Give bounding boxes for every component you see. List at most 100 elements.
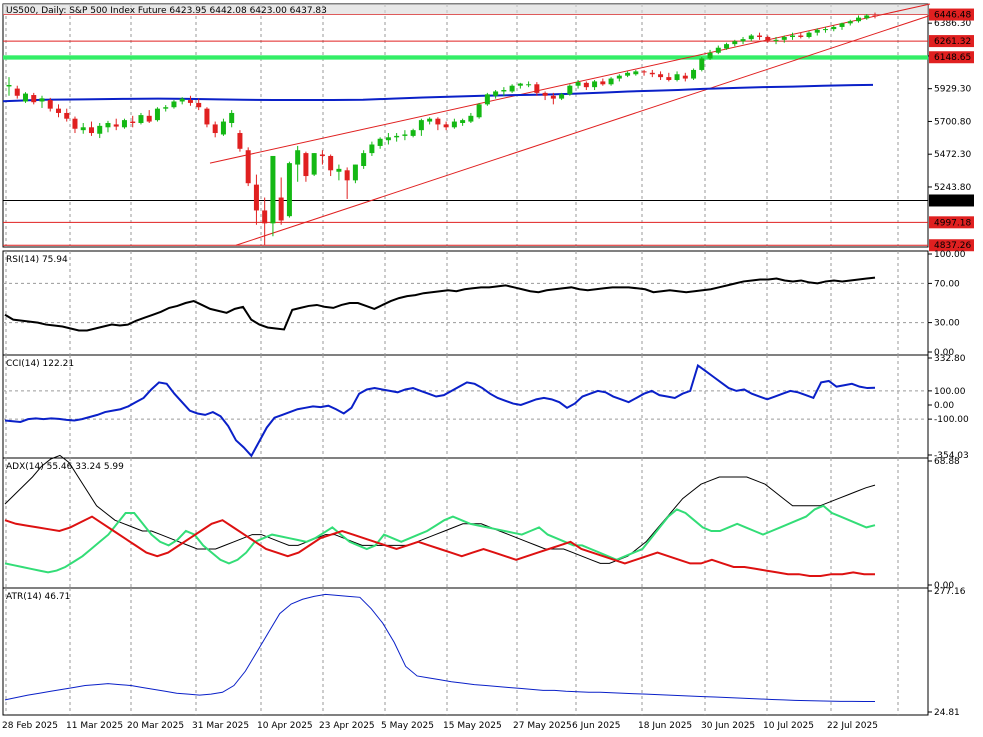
candle-body — [724, 44, 730, 49]
channel-upper-line — [209, 3, 931, 164]
candle-body — [47, 100, 53, 109]
indicator-line-3-0 — [4, 454, 876, 564]
moving-average-line — [2, 83, 874, 103]
candle-body — [435, 118, 441, 125]
candle-body — [616, 75, 622, 79]
candle-body — [270, 155, 276, 224]
candle-body — [691, 69, 697, 79]
candle-body — [303, 153, 309, 177]
y-tick-label: 332.80 — [934, 354, 966, 364]
y-tick-label: 30.00 — [934, 319, 960, 329]
candle-body — [138, 115, 144, 123]
price-label-box — [929, 216, 974, 229]
pane-frame-0 — [2, 3, 929, 248]
price-label-box — [929, 8, 974, 21]
candle-body — [517, 83, 523, 86]
candle-body — [361, 153, 367, 166]
candle-body — [847, 21, 853, 24]
date-label: 18 Jun 2025 — [638, 721, 692, 731]
candle-body — [814, 29, 820, 33]
y-tick-label: 100.00 — [934, 250, 966, 260]
candle-body — [592, 81, 598, 88]
candle-body — [715, 47, 721, 53]
candle-body — [451, 121, 457, 128]
candle-body — [773, 39, 779, 41]
candle-body — [237, 133, 243, 149]
pane-frame-2 — [2, 354, 929, 459]
candle-body — [130, 121, 136, 123]
candle-body — [6, 85, 12, 87]
candle-body — [311, 153, 317, 175]
y-tick-label: 0.00 — [934, 581, 954, 591]
indicator-title: RSI(14) 75.94 — [6, 255, 68, 265]
candle-body — [567, 85, 573, 95]
candle-body — [418, 120, 424, 131]
indicator-line-3-1 — [4, 504, 876, 574]
y-tick-label: 5929.30 — [934, 85, 971, 95]
candle-body — [600, 81, 606, 85]
date-label: 27 May 2025 — [513, 721, 572, 731]
date-label: 20 Mar 2025 — [127, 721, 184, 731]
y-tick-label: 0.00 — [934, 401, 954, 411]
candle-body — [707, 52, 713, 59]
candle-body — [476, 104, 482, 118]
candle-body — [88, 127, 94, 134]
candle-body — [443, 124, 449, 128]
candle-body — [682, 75, 688, 79]
y-tick-label: 0.00 — [934, 348, 954, 358]
candle-body — [534, 84, 540, 93]
candle-body — [839, 23, 845, 27]
candle-body — [377, 138, 383, 146]
candle-body — [220, 121, 226, 135]
pane-frame-1 — [2, 250, 929, 356]
candle-body — [699, 58, 705, 70]
candle-body — [575, 82, 581, 86]
indicator-line-4-0 — [4, 593, 876, 702]
candle-body — [262, 210, 268, 224]
date-label: 10 Jul 2025 — [763, 721, 814, 731]
candle-body — [649, 72, 655, 75]
candle-body — [229, 112, 235, 123]
candle-body — [559, 94, 565, 99]
candle-body — [732, 41, 738, 45]
candle-body — [856, 17, 862, 22]
date-label: 31 Mar 2025 — [192, 721, 249, 731]
candle-body — [509, 85, 515, 92]
price-label-box — [929, 35, 974, 48]
candle-body — [633, 71, 639, 75]
price-label-box — [929, 239, 974, 252]
candle-body — [790, 35, 796, 37]
candle-body — [121, 120, 127, 128]
y-tick-label: 24.81 — [934, 708, 960, 718]
candle-body — [625, 72, 631, 76]
candle-body — [402, 134, 408, 136]
candle-body — [864, 15, 870, 19]
candle-body — [14, 88, 20, 96]
price-label: 6446.48 — [934, 11, 971, 21]
candle-body — [658, 74, 664, 78]
indicator-title: CCI(14) 122.21 — [6, 359, 74, 369]
candle-body — [369, 144, 375, 154]
candle-body — [798, 35, 804, 37]
top-band — [3, 4, 928, 15]
candle-body — [460, 120, 466, 123]
candle-body — [171, 101, 177, 108]
candle-body — [493, 91, 499, 96]
candle-body — [352, 164, 358, 181]
candle-body — [484, 94, 490, 105]
candle-body — [781, 36, 787, 40]
y-tick-label: 68.88 — [934, 457, 960, 467]
candle-body — [468, 115, 474, 122]
candle-body — [385, 137, 391, 141]
indicator-line-1-0 — [4, 276, 876, 332]
candle-body — [163, 107, 169, 109]
channel-lower-line — [235, 14, 931, 246]
candle-body — [146, 115, 152, 122]
support-zone — [3, 55, 928, 60]
candle-body — [831, 26, 837, 30]
candle-body — [344, 170, 350, 181]
candle-body — [113, 124, 119, 127]
candle-body — [204, 108, 210, 125]
candle-body — [328, 155, 334, 171]
